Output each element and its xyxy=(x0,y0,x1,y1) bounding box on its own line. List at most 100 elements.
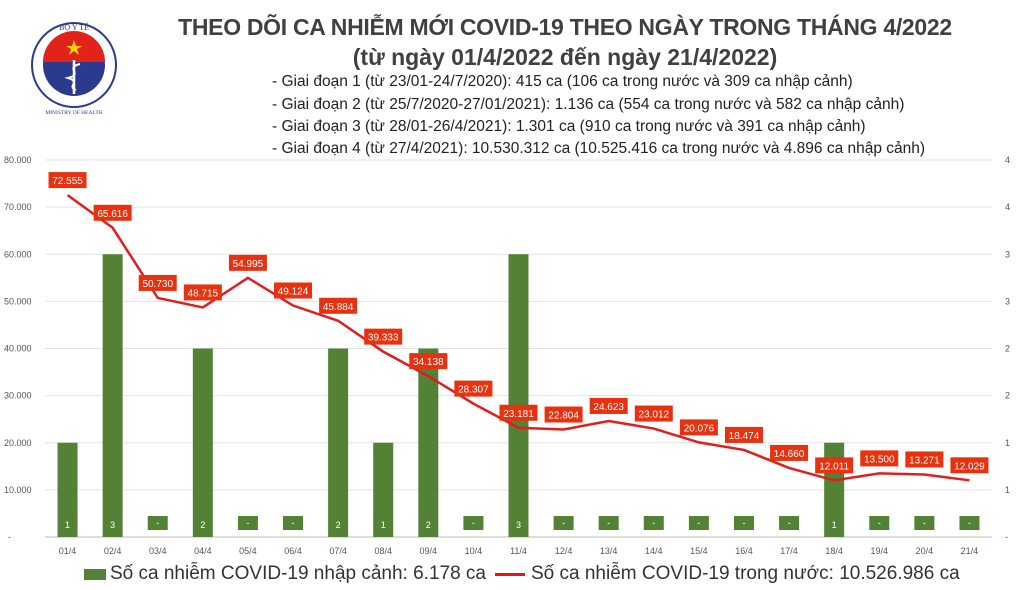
bar xyxy=(643,516,664,530)
right-axis-tick-label: 4 xyxy=(1005,155,1010,165)
bar-data-label: - xyxy=(652,518,655,528)
line-data-label: 34.138 xyxy=(413,357,444,368)
line-data-label-box xyxy=(274,282,313,299)
bar xyxy=(328,348,349,537)
left-axis-tick-label: 60.000 xyxy=(4,249,32,259)
x-axis-tick-label: 04/4 xyxy=(194,546,212,556)
x-axis-tick-label: 16/4 xyxy=(735,546,753,556)
bar-data-label: - xyxy=(878,518,881,528)
x-axis-tick-label: 20/4 xyxy=(916,546,934,556)
bar-data-label: - xyxy=(246,518,249,528)
line-data-label-box xyxy=(409,353,448,370)
left-axis-tick-label: 80.000 xyxy=(4,155,32,165)
line-data-label: 12.029 xyxy=(954,461,985,472)
x-axis-tick-label: 11/4 xyxy=(510,546,527,556)
line-data-label-box xyxy=(183,284,222,301)
right-axis-tick-label: 3 xyxy=(1005,296,1010,306)
line-data-label: 23.012 xyxy=(638,410,669,421)
bar xyxy=(373,442,394,537)
left-axis-tick-label: 30.000 xyxy=(4,391,32,401)
line-data-label: 65.616 xyxy=(97,209,128,220)
right-axis-tick-label: 2 xyxy=(1005,344,1010,354)
legend-bar-swatch xyxy=(84,568,106,580)
x-axis-tick-label: 17/4 xyxy=(780,546,798,556)
line-data-label-box xyxy=(905,451,944,468)
bar-data-label: - xyxy=(607,518,610,528)
x-axis-tick-label: 19/4 xyxy=(870,546,888,556)
x-axis-tick-label: 10/4 xyxy=(465,546,483,556)
bar xyxy=(779,516,800,530)
line-data-label: 72.555 xyxy=(52,176,83,187)
ministry-of-health-logo: BỘ Y TẾ MINISTRY OF HEALTH xyxy=(31,22,117,116)
bar xyxy=(508,254,529,537)
left-axis-tick-label: - xyxy=(8,532,11,542)
line-data-label: 12.011 xyxy=(819,461,849,472)
x-axis-tick-label: 09/4 xyxy=(420,546,438,556)
x-axis-tick-label: 05/4 xyxy=(239,546,257,556)
line-data-label-box xyxy=(454,380,493,397)
bar-data-label: 2 xyxy=(336,520,341,530)
line-data-label-box xyxy=(499,404,538,421)
left-axis-tick-label: 40.000 xyxy=(4,344,32,354)
bar-data-label: - xyxy=(923,518,926,528)
x-axis-tick-label: 06/4 xyxy=(284,546,302,556)
line-data-label-box xyxy=(724,426,763,443)
bar xyxy=(237,516,258,530)
line-data-label-box xyxy=(770,444,809,461)
bar-data-label: - xyxy=(742,518,745,528)
legend-line-swatch xyxy=(495,572,525,576)
right-axis-tick-label: 2 xyxy=(1005,391,1010,401)
line-data-label: 48.715 xyxy=(188,288,219,299)
line-data-label-box xyxy=(860,450,899,467)
svg-text:MINISTRY OF HEALTH: MINISTRY OF HEALTH xyxy=(45,110,102,116)
bar-data-label: - xyxy=(788,518,791,528)
bar xyxy=(914,516,935,530)
bar xyxy=(418,348,439,537)
bar xyxy=(283,516,304,530)
right-axis-tick-label: - xyxy=(1005,532,1008,542)
left-axis-tick-label: 50.000 xyxy=(4,296,32,306)
x-axis-tick-label: 21/4 xyxy=(961,546,979,556)
x-axis-tick-label: 03/4 xyxy=(149,546,167,556)
right-axis-tick-label: 3 xyxy=(1005,249,1010,259)
line-data-label-box xyxy=(364,328,403,345)
bar-data-label: - xyxy=(472,518,475,528)
bar xyxy=(959,516,980,530)
chart-title: THEO DÕI CA NHIỄM MỚI COVID-19 THEO NGÀY… xyxy=(178,14,952,40)
bar xyxy=(147,516,168,530)
right-axis-tick-label: 4 xyxy=(1005,202,1010,212)
left-axis-tick-label: 10.000 xyxy=(4,485,32,495)
line-data-label: 20.076 xyxy=(684,423,715,434)
bar-data-label: - xyxy=(562,518,565,528)
line-data-label-box xyxy=(544,406,583,423)
x-axis-tick-label: 12/4 xyxy=(555,546,573,556)
bar xyxy=(463,516,484,530)
x-axis-tick-label: 02/4 xyxy=(104,546,122,556)
line-data-label-box xyxy=(634,405,673,422)
x-axis-tick-label: 18/4 xyxy=(825,546,843,556)
legend-label-imported: Số ca nhiễm COVID-19 nhập cảnh: 6.178 ca xyxy=(110,563,487,584)
legend-item-domestic: Số ca nhiễm COVID-19 trong nước: 10.526.… xyxy=(495,563,960,585)
line-data-label: 13.500 xyxy=(864,454,895,465)
bar xyxy=(57,442,78,537)
line-data-label: 49.124 xyxy=(278,287,309,298)
line-data-label: 54.995 xyxy=(233,259,264,270)
combo-chart: - 10.000 20.000 30.000 40.000 50.000 60.000 70.… xyxy=(4,155,1010,556)
line-data-label-box xyxy=(228,254,267,271)
bar xyxy=(869,516,890,530)
bar-data-label: - xyxy=(968,518,971,528)
x-axis-tick-label: 14/4 xyxy=(645,546,663,556)
bar-data-label: 1 xyxy=(381,520,386,530)
phase-1-summary: - Giai đoạn 1 (từ 23/01-24/7/2020): 415 … xyxy=(272,73,853,90)
svg-text:BỘ Y TẾ: BỘ Y TẾ xyxy=(59,22,89,32)
bar xyxy=(553,516,574,530)
bar-data-label: 2 xyxy=(426,520,431,530)
line-data-label: 23.181 xyxy=(503,409,534,420)
bar-data-label: 1 xyxy=(832,520,837,530)
x-axis-tick-label: 13/4 xyxy=(600,546,618,556)
line-data-label-box xyxy=(319,297,358,314)
bar xyxy=(192,348,213,537)
line-data-label-box xyxy=(138,274,177,291)
bar-data-label: 3 xyxy=(110,520,115,530)
line-data-label: 14.660 xyxy=(774,449,805,460)
